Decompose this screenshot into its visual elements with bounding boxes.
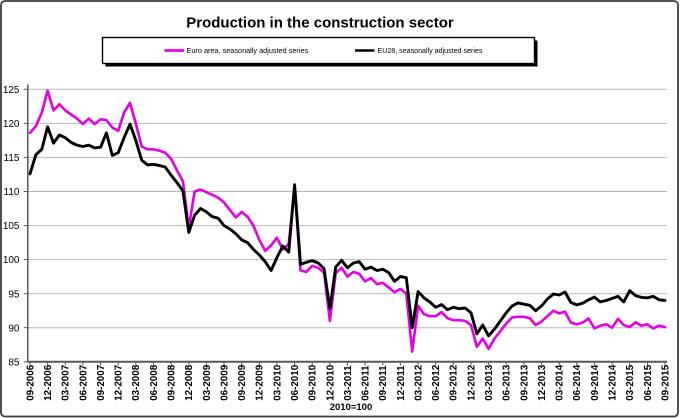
svg-text:06-2012: 06-2012 (431, 364, 442, 401)
svg-text:09-2012: 09-2012 (449, 364, 460, 401)
svg-text:12-2013: 12-2013 (537, 364, 548, 401)
svg-text:12-2010: 12-2010 (325, 364, 336, 401)
svg-text:06-2011: 06-2011 (361, 365, 372, 401)
svg-text:03-2012: 03-2012 (414, 364, 425, 401)
svg-text:03-2011: 03-2011 (343, 365, 354, 401)
svg-text:03-2009: 03-2009 (202, 364, 213, 401)
svg-text:09-2006: 09-2006 (25, 364, 36, 401)
svg-text:09-2014: 09-2014 (590, 364, 601, 401)
svg-text:12-2008: 12-2008 (184, 364, 195, 401)
svg-text:06-2008: 06-2008 (149, 364, 160, 401)
svg-text:09-2013: 09-2013 (519, 364, 530, 401)
svg-text:06-2013: 06-2013 (502, 364, 513, 401)
svg-text:09-2007: 09-2007 (96, 364, 107, 401)
svg-text:06-2007: 06-2007 (78, 364, 89, 401)
svg-text:Production in the construction: Production in the construction sector (186, 15, 454, 32)
svg-text:09-2015: 09-2015 (660, 364, 671, 401)
svg-text:12-2014: 12-2014 (608, 364, 619, 401)
svg-text:06-2010: 06-2010 (290, 364, 301, 401)
svg-text:EU28, seasonally adjusted seri: EU28, seasonally adjusted series (378, 47, 483, 55)
svg-text:06-2015: 06-2015 (643, 364, 654, 401)
svg-text:100: 100 (3, 255, 20, 266)
svg-text:85: 85 (8, 357, 20, 368)
svg-text:12-2011: 12-2011 (396, 365, 407, 401)
svg-text:115: 115 (4, 153, 20, 164)
svg-text:2010=100: 2010=100 (330, 402, 373, 413)
svg-text:09-2011: 09-2011 (378, 365, 389, 401)
svg-text:12-2006: 12-2006 (43, 364, 54, 401)
svg-text:03-2008: 03-2008 (131, 364, 142, 401)
svg-text:120: 120 (3, 119, 20, 130)
svg-text:03-2007: 03-2007 (61, 364, 72, 401)
svg-text:110: 110 (4, 187, 20, 198)
svg-text:12-2012: 12-2012 (466, 364, 477, 401)
svg-text:12-2009: 12-2009 (255, 364, 266, 401)
svg-text:03-2014: 03-2014 (555, 364, 566, 401)
svg-text:03-2010: 03-2010 (272, 364, 283, 401)
svg-text:95: 95 (8, 289, 20, 300)
svg-text:09-2009: 09-2009 (237, 364, 248, 401)
svg-text:09-2008: 09-2008 (167, 364, 178, 401)
svg-text:Euro area, seasonally adjusted: Euro area, seasonally adjusted series (187, 46, 309, 55)
svg-text:03-2013: 03-2013 (484, 364, 495, 401)
svg-text:06-2014: 06-2014 (572, 364, 583, 401)
svg-text:06-2009: 06-2009 (219, 364, 230, 401)
svg-text:03-2015: 03-2015 (625, 364, 636, 401)
svg-text:105: 105 (3, 221, 20, 232)
svg-text:90: 90 (8, 323, 20, 334)
svg-text:09-2010: 09-2010 (308, 364, 319, 401)
svg-text:12-2007: 12-2007 (114, 364, 125, 401)
svg-text:125: 125 (3, 85, 20, 96)
